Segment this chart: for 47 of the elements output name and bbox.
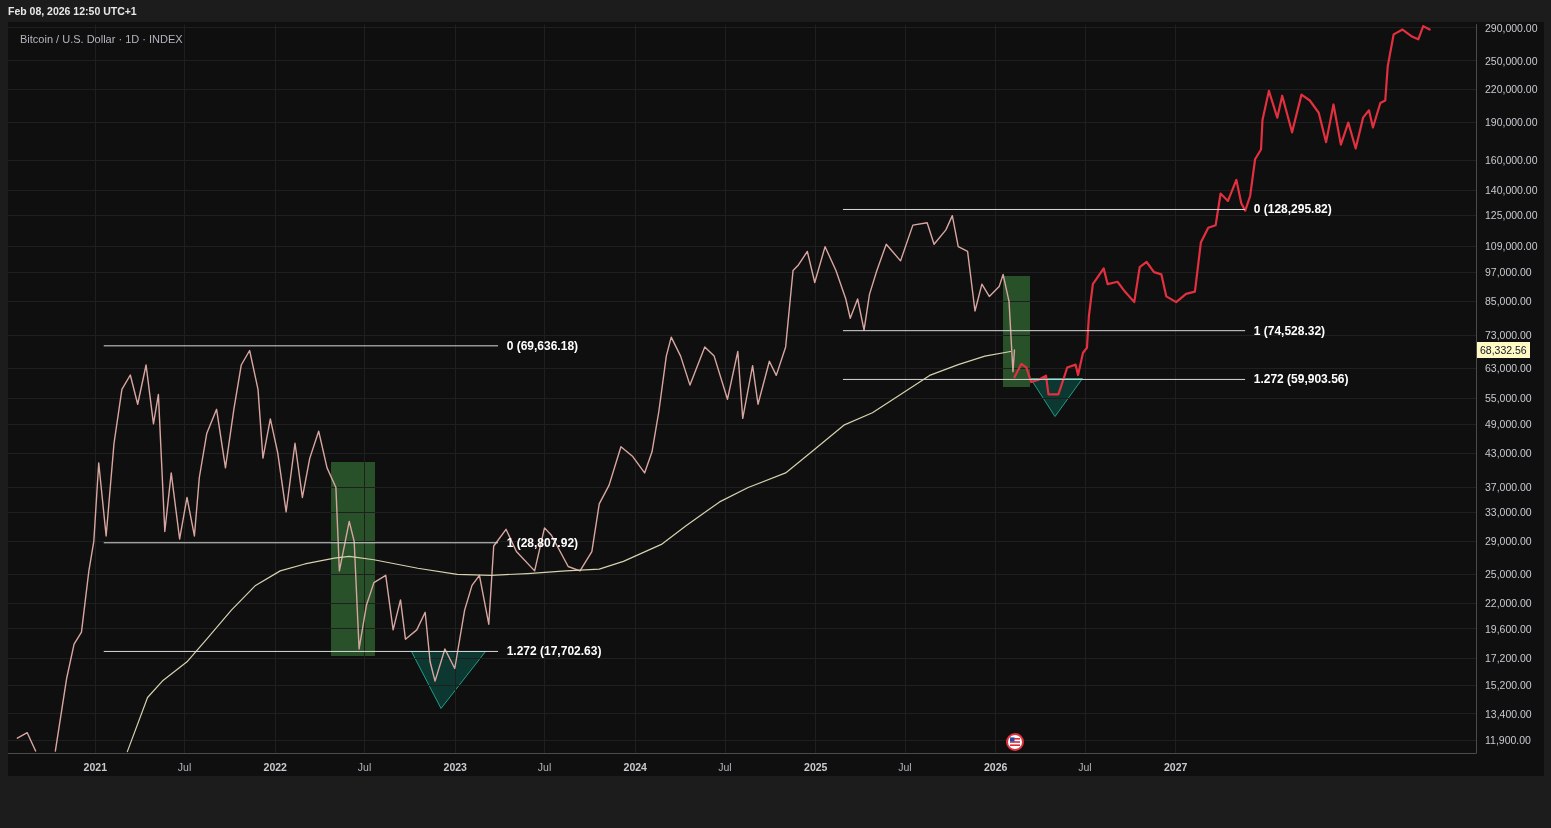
x-tick-label: Jul [537, 760, 552, 773]
annotation: 1 (74,528.32) [1253, 323, 1326, 338]
y-tick-label: 22,000.00 [1485, 596, 1532, 609]
line-series [1013, 25, 1431, 396]
y-tick-label: 220,000.00 [1485, 83, 1538, 96]
x-tick-label: Jul [718, 760, 732, 773]
y-tick-label: 55,000.00 [1485, 392, 1532, 405]
y-tick-label: 15,200.00 [1485, 679, 1532, 692]
y-tick-label: 290,000.00 [1485, 21, 1538, 34]
y-tick-label: 160,000.00 [1485, 154, 1538, 167]
x-tick-label: Jul [898, 760, 912, 773]
y-tick-label: 125,000.00 [1485, 209, 1538, 222]
y-tick-label: 109,000.00 [1485, 239, 1538, 252]
y-tick-label: 49,000.00 [1485, 418, 1532, 431]
y-tick-label: 19,600.00 [1485, 622, 1532, 635]
annotation: 0 (128,295.82) [1253, 202, 1332, 217]
text: 68,332.56 [1477, 342, 1530, 358]
y-tick-label: 37,000.00 [1485, 480, 1532, 493]
y-tick-label: 33,000.00 [1485, 506, 1532, 519]
x-tick-label: 2026 [984, 760, 1008, 773]
x-tick-label: Jul [1078, 760, 1092, 773]
y-tick-label: 25,000.00 [1485, 568, 1532, 581]
y-tick-label: 140,000.00 [1485, 184, 1538, 196]
x-tick-label: 2025 [804, 760, 828, 773]
x-tick-label: 2022 [263, 760, 288, 773]
annotation: 0 (69,636.18) [506, 338, 579, 353]
y-tick-label: 13,400.00 [1485, 707, 1532, 720]
y-tick-label: 63,000.00 [1485, 362, 1532, 375]
x-tick-label: Jul [357, 760, 372, 773]
y-tick-label: 85,000.00 [1485, 295, 1532, 308]
y-tick-label: 73,000.00 [1485, 329, 1532, 342]
annotation: 1.272 (17,702.63) [506, 644, 602, 659]
x-tick-label: Jul [177, 760, 192, 773]
x-tick-label: 2021 [83, 760, 108, 773]
x-tick-label: 2024 [623, 760, 648, 773]
y-tick-label: 11,900.00 [1485, 734, 1532, 747]
annotation: 1.272 (59,903.56) [1253, 372, 1349, 387]
y-tick-label: 29,000.00 [1485, 535, 1532, 548]
y-tick-label: 43,000.00 [1485, 447, 1532, 460]
text: Bitcoin / U.S. Dollar · 1D · INDEX [20, 32, 184, 45]
y-tick-label: 17,200.00 [1485, 651, 1532, 664]
y-tick-label: 97,000.00 [1485, 265, 1532, 278]
chart-subtitle: Feb 08, 2026 12:50 UTC+1 [8, 5, 137, 18]
y-tick-label: 190,000.00 [1485, 115, 1538, 128]
y-tick-label: 250,000.00 [1485, 54, 1538, 67]
x-tick-label: 2027 [1164, 760, 1188, 773]
x-tick-label: 2023 [443, 760, 468, 773]
